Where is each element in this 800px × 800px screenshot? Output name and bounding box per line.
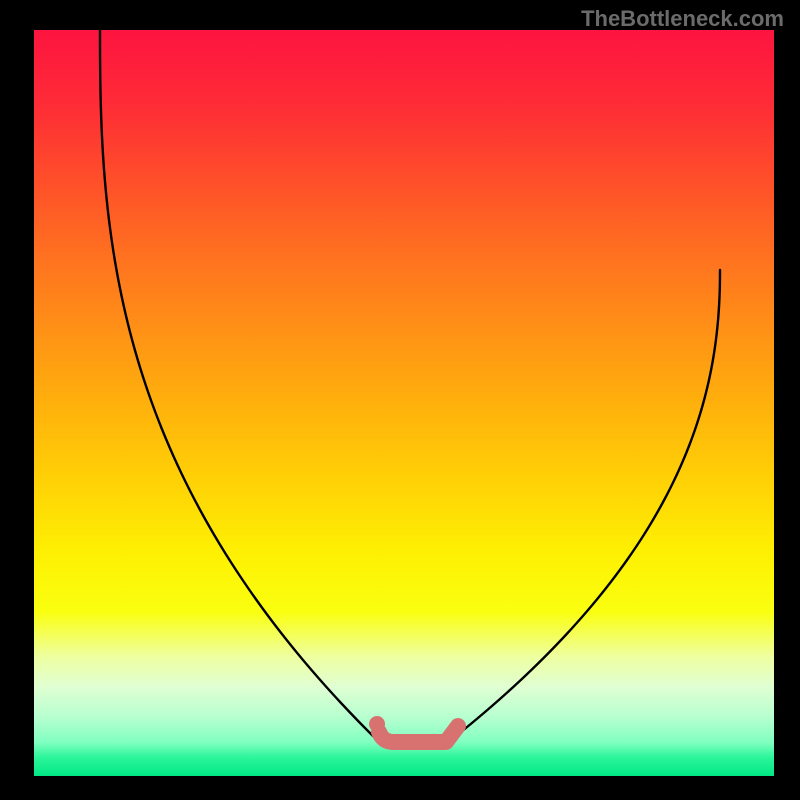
- chart-canvas: TheBottleneck.com: [0, 0, 800, 800]
- curve-path: [100, 30, 720, 740]
- bottom-notch: [369, 716, 458, 742]
- bottleneck-v-curve: [0, 0, 800, 800]
